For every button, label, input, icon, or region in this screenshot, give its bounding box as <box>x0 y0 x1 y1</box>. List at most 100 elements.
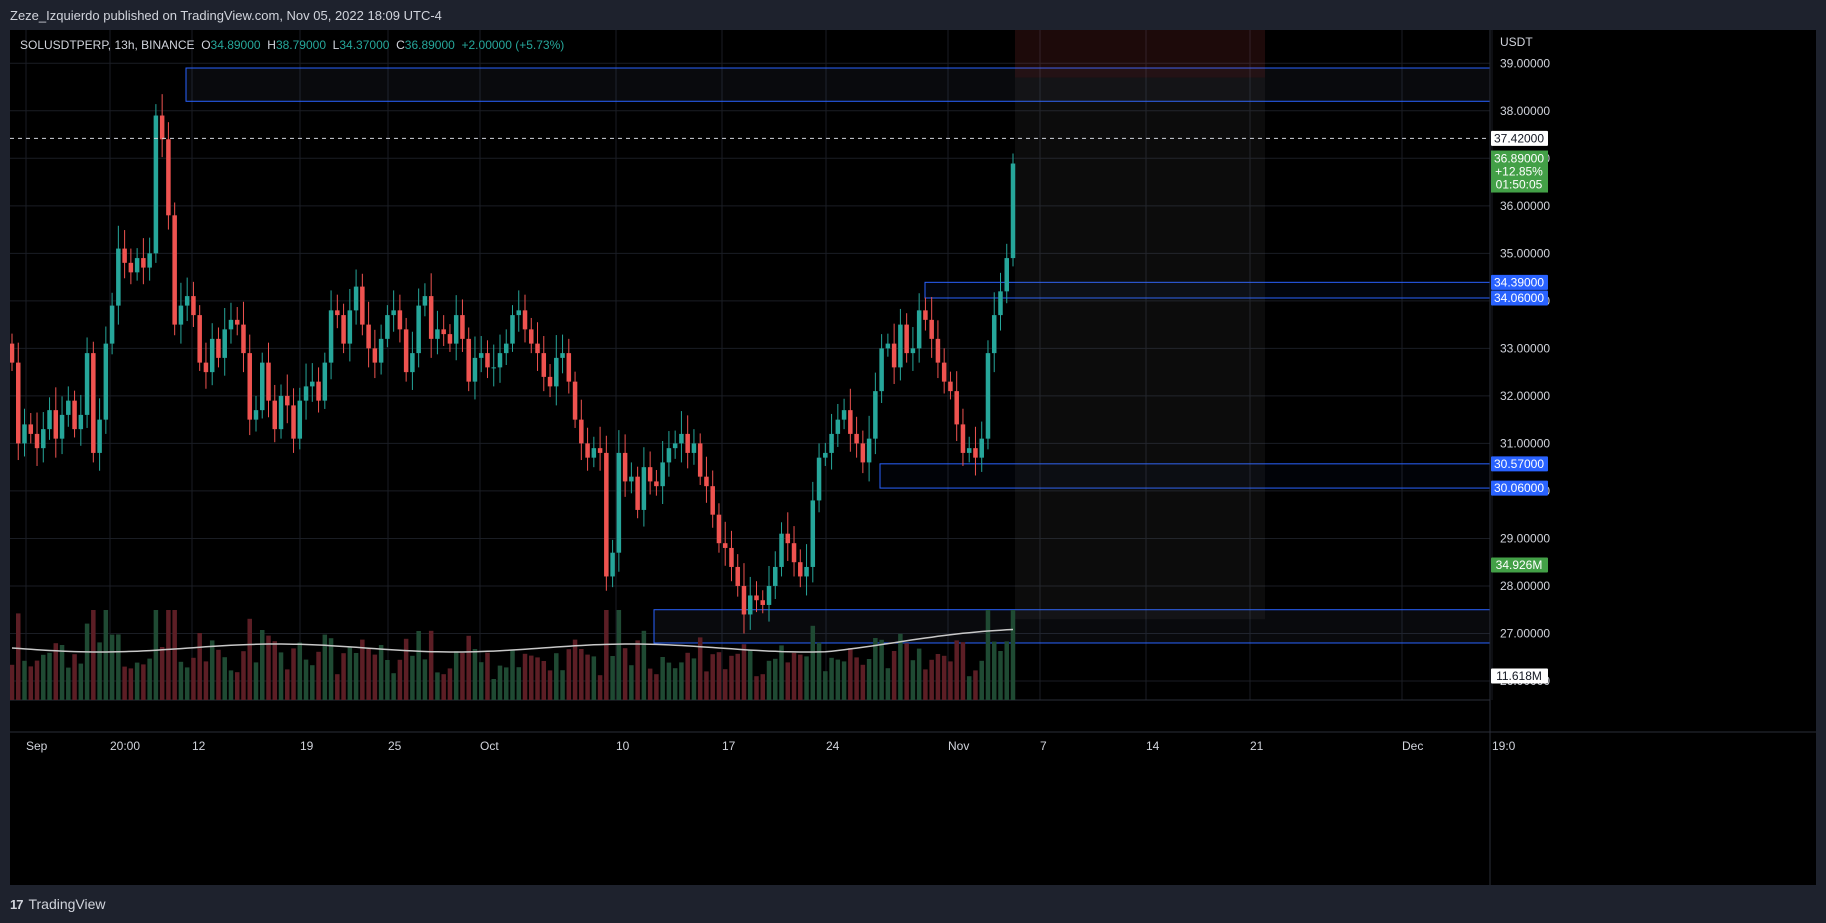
time-tick-label: 25 <box>388 739 402 753</box>
price-tick-label: 35.00000 <box>1500 246 1550 260</box>
candle-body <box>259 362 265 411</box>
volume-bar <box>478 662 484 700</box>
volume-bar <box>985 610 991 700</box>
zone-price-label: 34.06000 <box>1494 291 1544 305</box>
time-tick-label: Sep <box>26 739 48 753</box>
candle-body <box>716 514 722 544</box>
candle-body <box>460 315 465 339</box>
candle-body <box>253 410 259 420</box>
price-tick-label: 28.00000 <box>1500 579 1550 593</box>
volume-bar <box>53 643 59 700</box>
candle-body <box>166 139 171 216</box>
volume-bar <box>103 610 109 700</box>
price-tick-label: 38.00000 <box>1500 104 1550 118</box>
volume-bar <box>360 639 365 700</box>
volume-bar <box>322 634 328 700</box>
candle-body <box>572 381 578 420</box>
volume-bar <box>147 658 152 700</box>
volume-bar <box>372 654 378 700</box>
volume-bar <box>904 643 909 700</box>
volume-bar <box>141 664 146 700</box>
volume-bar <box>679 662 684 700</box>
candle-body <box>128 262 134 273</box>
candle-body <box>660 462 665 487</box>
time-tick-label: 10 <box>616 739 630 753</box>
volume-bar <box>184 667 190 700</box>
candle-body <box>197 315 202 363</box>
volume-bar <box>122 666 127 700</box>
time-tick-label: Nov <box>948 739 969 753</box>
candle-body <box>278 395 284 430</box>
time-tick-label: 20:00 <box>110 739 140 753</box>
demand-zone-bottom <box>653 609 1491 644</box>
candle-body <box>34 433 40 449</box>
candle-body <box>929 319 934 339</box>
zone-price-label: 34.39000 <box>1494 275 1544 289</box>
volume-bar <box>10 664 15 700</box>
candle-body <box>353 286 359 311</box>
volume-bar <box>91 610 96 700</box>
volume-ma-label-bg <box>1491 668 1548 684</box>
volume-bar <box>303 659 309 700</box>
zone-price-label-bg <box>1491 290 1548 306</box>
candle-body <box>641 467 647 510</box>
price-tick-label: 27.00000 <box>1500 626 1550 640</box>
footer-brand: TradingView <box>28 896 106 912</box>
candle-body <box>122 248 127 263</box>
volume-bar <box>841 661 847 700</box>
volume-bar <box>529 655 534 700</box>
candle-body <box>66 400 71 415</box>
volume-bar <box>898 633 903 700</box>
volume-bar <box>891 651 897 700</box>
candle-body <box>935 338 941 363</box>
zone-price-label-bg <box>1491 480 1548 496</box>
candle-body <box>478 353 484 358</box>
volume-bar <box>428 630 434 700</box>
volume-bar <box>116 634 121 700</box>
volume-bar <box>635 640 640 700</box>
volume-bar <box>216 649 221 700</box>
candle-body <box>53 410 59 439</box>
volume-bar <box>485 652 490 700</box>
volume-bar <box>704 671 709 700</box>
candle-body <box>441 329 446 335</box>
volume-bar <box>666 662 672 700</box>
candle-body <box>560 353 565 358</box>
candle-body <box>116 248 121 306</box>
candle-body <box>916 310 922 349</box>
volume-bar <box>285 669 290 700</box>
volume-bars <box>10 610 1016 700</box>
candle-body <box>297 400 303 439</box>
tradingview-logo-icon: 17 <box>10 896 24 912</box>
price-axis[interactable]: 39.0000038.0000037.0000036.0000035.00000… <box>1489 30 1550 885</box>
volume-bar <box>247 618 252 700</box>
candle-body <box>422 296 428 306</box>
legend-close-key: C <box>396 38 405 52</box>
volume-bar <box>810 625 816 700</box>
candle-body <box>159 115 165 140</box>
volume-bar <box>729 655 734 700</box>
chart-svg[interactable]: 39.0000038.0000037.0000036.0000035.00000… <box>10 30 1816 885</box>
candle-body <box>622 452 628 482</box>
volume-bar <box>453 651 459 700</box>
zone-price-label: 30.57000 <box>1494 457 1544 471</box>
volume-bar <box>366 649 371 700</box>
volume-bar <box>78 663 84 700</box>
chart-frame[interactable]: 39.0000038.0000037.0000036.0000035.00000… <box>10 30 1816 885</box>
volume-bar <box>685 652 690 700</box>
candle-body <box>579 419 584 444</box>
volume-bar <box>310 665 315 700</box>
candle-body <box>266 362 271 401</box>
volume-bar <box>916 648 922 700</box>
volume-bar <box>716 652 722 700</box>
volume-bar <box>297 642 303 700</box>
candle-body <box>403 329 409 373</box>
candle-body <box>760 600 766 605</box>
volume-bar <box>960 642 966 700</box>
candle-body <box>866 438 872 463</box>
volume-bar <box>234 672 240 700</box>
volume-bar <box>873 638 878 700</box>
volume-bar <box>554 653 559 700</box>
candle-body <box>472 357 478 382</box>
time-axis[interactable]: Sep 20:00 12 19 25 Oct 10 17 24 Nov 7 14 21 Dec 19:0 <box>10 731 1816 753</box>
